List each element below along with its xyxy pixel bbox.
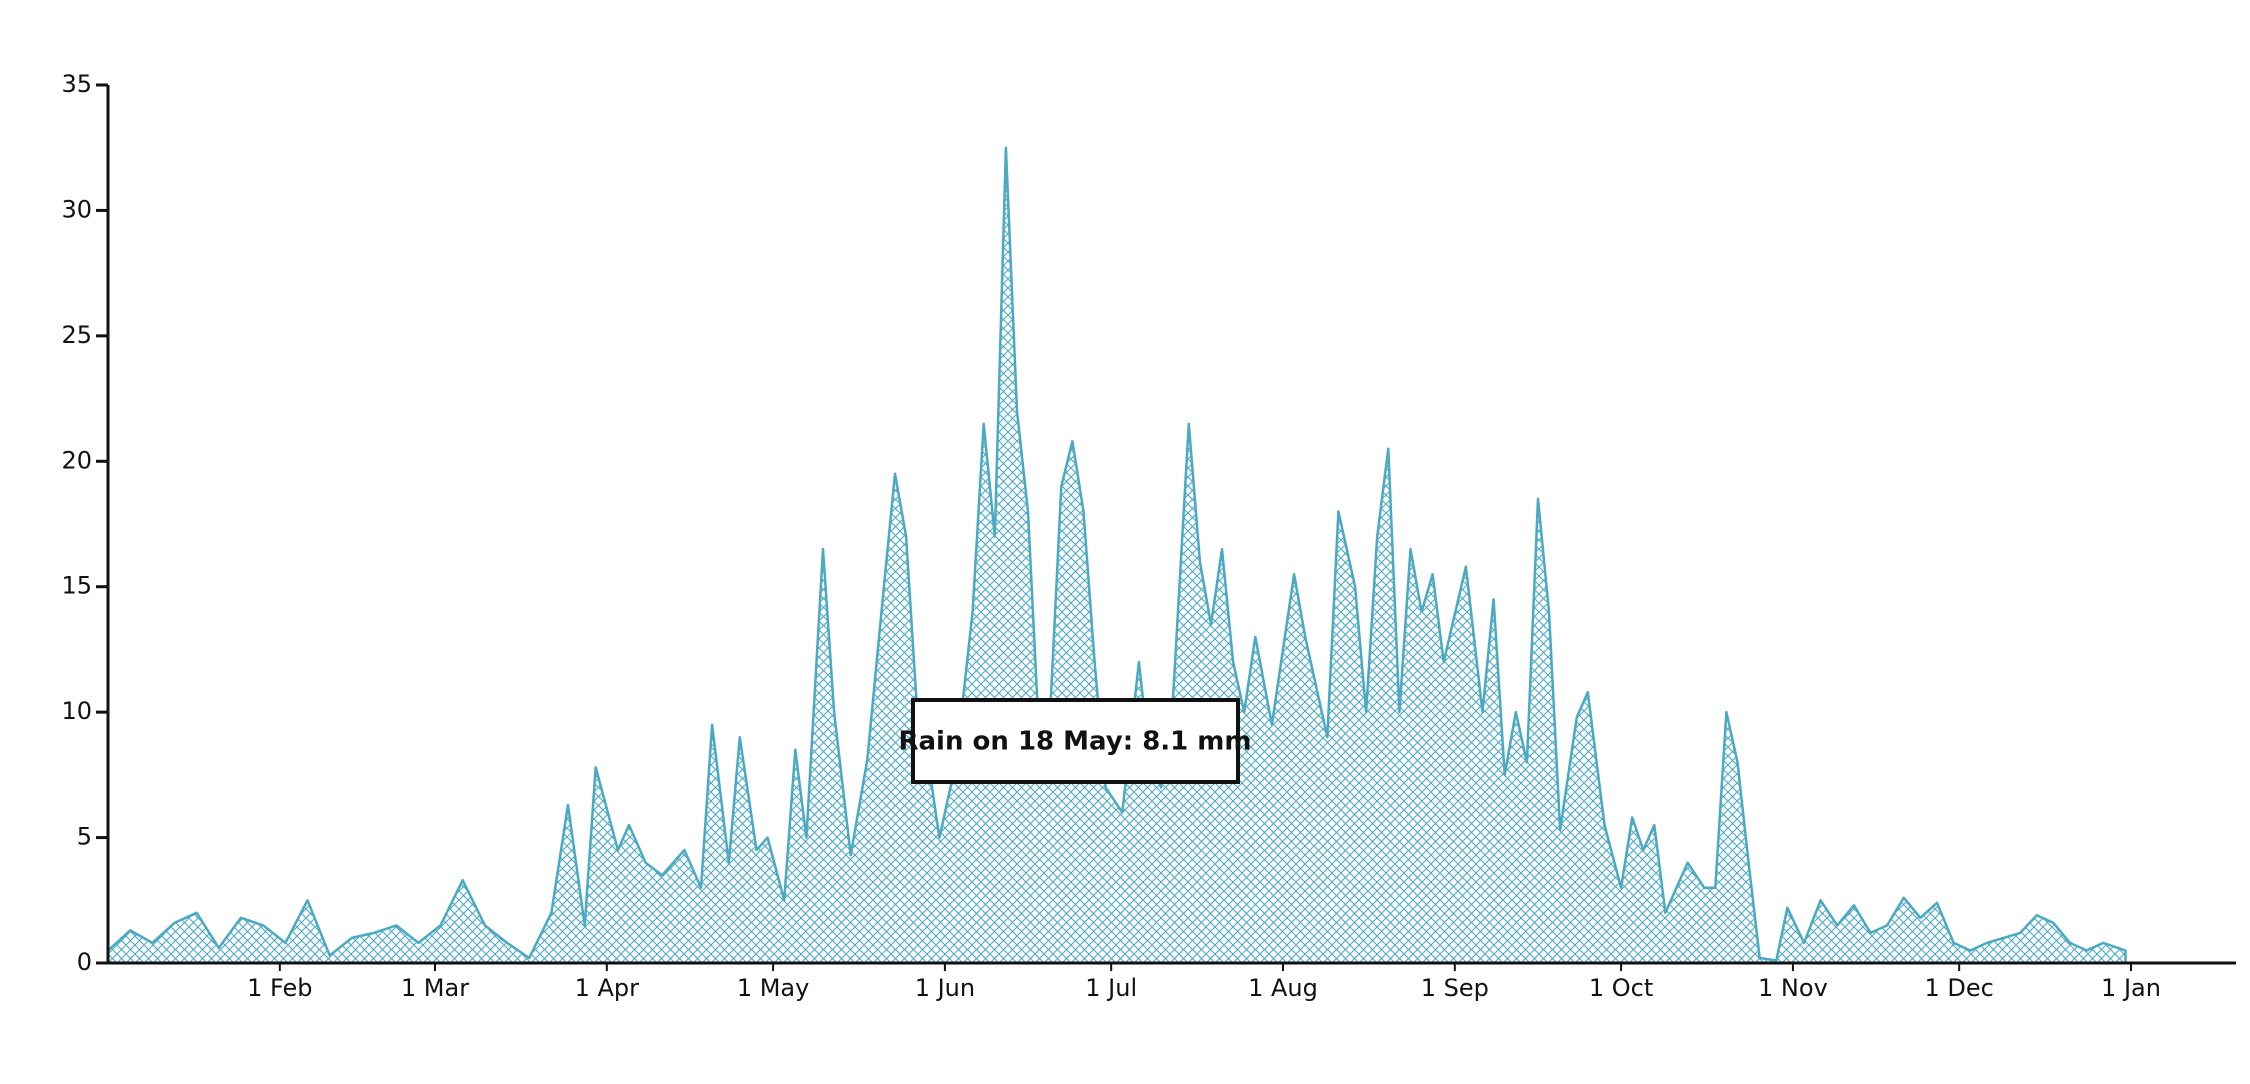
x-tick-label: 1 Oct bbox=[1589, 974, 1653, 1002]
x-tick-label: 1 Feb bbox=[247, 974, 312, 1002]
y-tick-label: 35 bbox=[61, 70, 92, 98]
x-tick-label: 1 Jul bbox=[1085, 974, 1137, 1002]
x-tick-label: 1 May bbox=[737, 974, 810, 1002]
y-tick-label: 15 bbox=[61, 572, 92, 600]
x-tick-label: 1 Jun bbox=[915, 974, 975, 1002]
y-tick-label: 0 bbox=[77, 948, 92, 976]
x-tick-label: 1 Mar bbox=[401, 974, 469, 1002]
y-tick-label: 20 bbox=[61, 446, 92, 474]
y-tick-label: 5 bbox=[77, 823, 92, 851]
y-tick-label: 25 bbox=[61, 321, 92, 349]
rain-area bbox=[106, 146, 2127, 965]
x-tick-label: 1 Dec bbox=[1925, 974, 1994, 1002]
tooltip-text: Rain on 18 May: 8.1 mm bbox=[898, 727, 1251, 757]
x-tick-label: 1 Apr bbox=[575, 974, 640, 1002]
y-tick-label: 30 bbox=[61, 195, 92, 223]
y-tick-label: 10 bbox=[61, 697, 92, 725]
x-tick-label: 1 Sep bbox=[1421, 974, 1489, 1002]
tooltip-box bbox=[911, 698, 1240, 784]
x-tick-label: 1 Aug bbox=[1248, 974, 1318, 1002]
tooltip: Rain on 18 May: 8.1 mm bbox=[898, 698, 1252, 784]
x-tick-label: 1 Jan bbox=[2101, 974, 2161, 1002]
x-tick-label: 1 Nov bbox=[1758, 974, 1828, 1002]
